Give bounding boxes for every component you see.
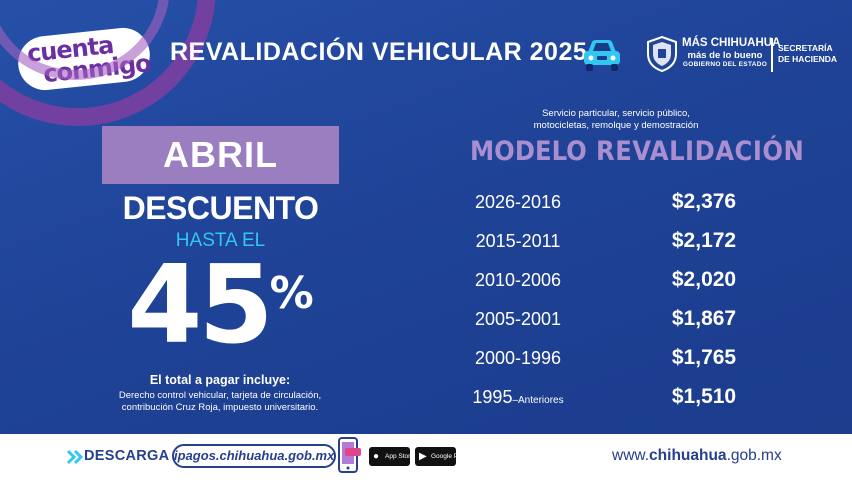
column-header-model: MODELO	[470, 136, 587, 167]
page-title: REVALIDACIÓN VEHICULAR 2025	[170, 38, 588, 66]
model-years: 2005-2001	[474, 309, 562, 329]
note-line2: motocicletas, remolque y demostración	[533, 120, 699, 131]
gobierno-logo-text: MÁS CHIHUAHUA más de lo bueno GOBIERNO D…	[682, 37, 781, 69]
logo-line1: cuenta	[25, 30, 115, 68]
row-model: 2015-2011	[452, 222, 584, 264]
website-bold: chihuahua	[649, 447, 727, 464]
seal-icon	[647, 36, 677, 72]
note-line1: Servicio particular, servicio público,	[542, 108, 690, 119]
website-link[interactable]: www.chihuahua.gob.mx	[612, 447, 782, 465]
table-row: 2000-1996 $1,765	[452, 339, 776, 377]
ipagos-link[interactable]: ipagos.chihuahua.gob.mx	[172, 444, 336, 468]
discount-label: DESCUENTO	[122, 190, 319, 226]
secretaria-label: SECRETARÍA DE HACIENDA	[778, 43, 837, 65]
table-row: 2005-2001 $1,867	[452, 300, 776, 338]
model-years: 2010-2006	[474, 270, 562, 290]
app-store-label: App Store	[385, 453, 414, 460]
row-price: $1,510	[671, 385, 737, 408]
row-price: $2,172	[671, 229, 737, 252]
website-suffix: .gob.mx	[726, 447, 782, 464]
discount-percent: 45%	[102, 246, 339, 366]
logo-line2: conmigo	[41, 49, 152, 89]
cuenta-conmigo-logo: cuenta conmigo	[11, 21, 157, 97]
includes-line2: contribución Cruz Roja, impuesto univers…	[121, 402, 319, 413]
play-icon: ▶	[419, 451, 427, 462]
secretaria-line2: DE HACIENDA	[778, 54, 838, 64]
model-years: 2026-2016	[474, 192, 562, 212]
model-years: 2000-1996	[474, 348, 562, 368]
google-play-badge[interactable]: ▶ Google Play	[415, 447, 466, 466]
gov-line3: GOBIERNO DEL ESTADO	[682, 61, 768, 68]
table-row: 2010-2006 $2,020	[452, 261, 776, 299]
row-model: 2005-2001	[452, 300, 584, 342]
row-model: 1995–Anteriores	[452, 378, 584, 420]
gov-line2: más de lo bueno	[687, 49, 763, 61]
apple-icon: ●	[373, 451, 380, 462]
footer-bar: DESCARGA ipagos.chihuahua.gob.mx ● App S…	[0, 434, 852, 480]
header-divider	[771, 38, 773, 72]
row-price: $2,376	[671, 190, 737, 213]
website-prefix: www.	[612, 447, 650, 464]
chevron-right-icon	[66, 449, 84, 465]
model-sub: –Anteriores	[512, 395, 564, 406]
model-years: 2015-2011	[475, 231, 561, 251]
gov-line1: MÁS CHIHUAHUA	[682, 37, 781, 49]
table-row: 2015-2011 $2,172	[452, 222, 776, 260]
secretaria-line1: SECRETARÍA	[778, 43, 833, 53]
row-price: $2,020	[671, 268, 737, 291]
includes-line1: Derecho control vehicular, tarjeta de ci…	[118, 390, 322, 401]
descarga-label: DESCARGA	[84, 448, 170, 464]
hasta-label: HASTA EL	[175, 230, 266, 251]
table-row: 1995–Anteriores $1,510	[452, 378, 776, 416]
includes-description: Derecho control vehicular, tarjeta de ci…	[92, 390, 348, 414]
includes-title: El total a pagar incluye:	[149, 373, 291, 387]
column-header-revalidation: REVALIDACIÓN	[596, 136, 805, 167]
phone-icon	[338, 437, 361, 473]
main-panel: cuenta conmigo REVALIDACIÓN VEHICULAR 20…	[0, 0, 852, 434]
app-store-badge[interactable]: ● App Store	[369, 447, 414, 466]
row-price: $1,867	[671, 307, 737, 330]
month-badge: ABRIL	[102, 126, 339, 184]
percent-value: 45	[127, 243, 273, 368]
google-play-label: Google Play	[431, 453, 467, 460]
car-icon	[584, 40, 620, 71]
percent-sign: %	[269, 268, 314, 319]
table-row: 2026-2016 $2,376	[452, 183, 776, 221]
row-model: 2000-1996	[452, 339, 584, 381]
row-model: 2026-2016	[452, 183, 584, 225]
row-model: 2010-2006	[452, 261, 584, 303]
model-years: 1995	[472, 387, 513, 407]
service-note: Servicio particular, servicio público, m…	[468, 108, 764, 132]
row-price: $1,765	[671, 346, 737, 369]
